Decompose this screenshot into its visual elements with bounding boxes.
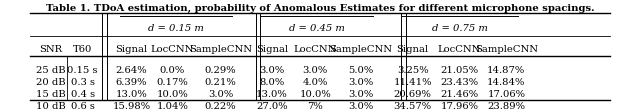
Text: 0.22%: 0.22% [205, 102, 236, 111]
Text: 5.0%: 5.0% [348, 66, 374, 75]
Text: 4.0%: 4.0% [303, 78, 328, 87]
Text: 8.0%: 8.0% [259, 78, 285, 87]
Text: 3.0%: 3.0% [348, 78, 374, 87]
Text: 3.25%: 3.25% [397, 66, 428, 75]
Text: 14.87%: 14.87% [487, 66, 525, 75]
Text: 10.0%: 10.0% [156, 90, 188, 99]
Text: SampleCNN: SampleCNN [189, 45, 252, 54]
Text: 7%: 7% [307, 102, 323, 111]
Text: 34.57%: 34.57% [394, 102, 431, 111]
Text: 3.0%: 3.0% [303, 66, 328, 75]
Text: 6.39%: 6.39% [116, 78, 147, 87]
Text: 1.04%: 1.04% [156, 102, 188, 111]
Text: 23.43%: 23.43% [440, 78, 479, 87]
Text: 15.98%: 15.98% [112, 102, 150, 111]
Text: 3.0%: 3.0% [348, 102, 374, 111]
Text: d = 0.45 m: d = 0.45 m [289, 24, 344, 33]
Text: SampleCNN: SampleCNN [475, 45, 538, 54]
Text: 0.6 s: 0.6 s [71, 102, 95, 111]
Text: 10 dB: 10 dB [36, 102, 65, 111]
Text: SNR: SNR [39, 45, 62, 54]
Text: 0.29%: 0.29% [205, 66, 236, 75]
Text: 3.0%: 3.0% [208, 90, 233, 99]
Text: Signal: Signal [256, 45, 288, 54]
Text: 13.0%: 13.0% [115, 90, 147, 99]
Text: 3.0%: 3.0% [259, 66, 285, 75]
Text: 27.0%: 27.0% [256, 102, 288, 111]
Text: 3.0%: 3.0% [348, 90, 374, 99]
Text: 0.4 s: 0.4 s [70, 90, 95, 99]
Text: SampleCNN: SampleCNN [330, 45, 392, 54]
Text: LocCNN: LocCNN [438, 45, 481, 54]
Text: 21.05%: 21.05% [440, 66, 479, 75]
Text: T60: T60 [73, 45, 92, 54]
Text: LocCNN: LocCNN [150, 45, 194, 54]
Text: 17.06%: 17.06% [487, 90, 525, 99]
Text: Table 1. TDoA estimation, probability of Anomalous Estimates for different micro: Table 1. TDoA estimation, probability of… [45, 4, 595, 13]
Text: 23.89%: 23.89% [487, 102, 525, 111]
Text: d = 0.75 m: d = 0.75 m [431, 24, 488, 33]
Text: 10.0%: 10.0% [300, 90, 331, 99]
Text: 20 dB: 20 dB [36, 78, 65, 87]
Text: 0.15 s: 0.15 s [67, 66, 98, 75]
Text: Signal: Signal [115, 45, 147, 54]
Text: 13.0%: 13.0% [256, 90, 288, 99]
Text: 0.21%: 0.21% [205, 78, 236, 87]
Text: Signal: Signal [397, 45, 429, 54]
Text: 0.0%: 0.0% [160, 66, 185, 75]
Text: 11.41%: 11.41% [394, 78, 432, 87]
Text: 15 dB: 15 dB [36, 90, 65, 99]
Text: LocCNN: LocCNN [294, 45, 337, 54]
Text: d = 0.15 m: d = 0.15 m [148, 24, 204, 33]
Text: 20.69%: 20.69% [394, 90, 431, 99]
Text: 2.64%: 2.64% [115, 66, 147, 75]
Text: 0.17%: 0.17% [156, 78, 188, 87]
Text: 14.84%: 14.84% [487, 78, 525, 87]
Text: 25 dB: 25 dB [36, 66, 65, 75]
Text: 21.46%: 21.46% [440, 90, 479, 99]
Text: 0.3 s: 0.3 s [70, 78, 95, 87]
Text: 17.96%: 17.96% [440, 102, 479, 111]
